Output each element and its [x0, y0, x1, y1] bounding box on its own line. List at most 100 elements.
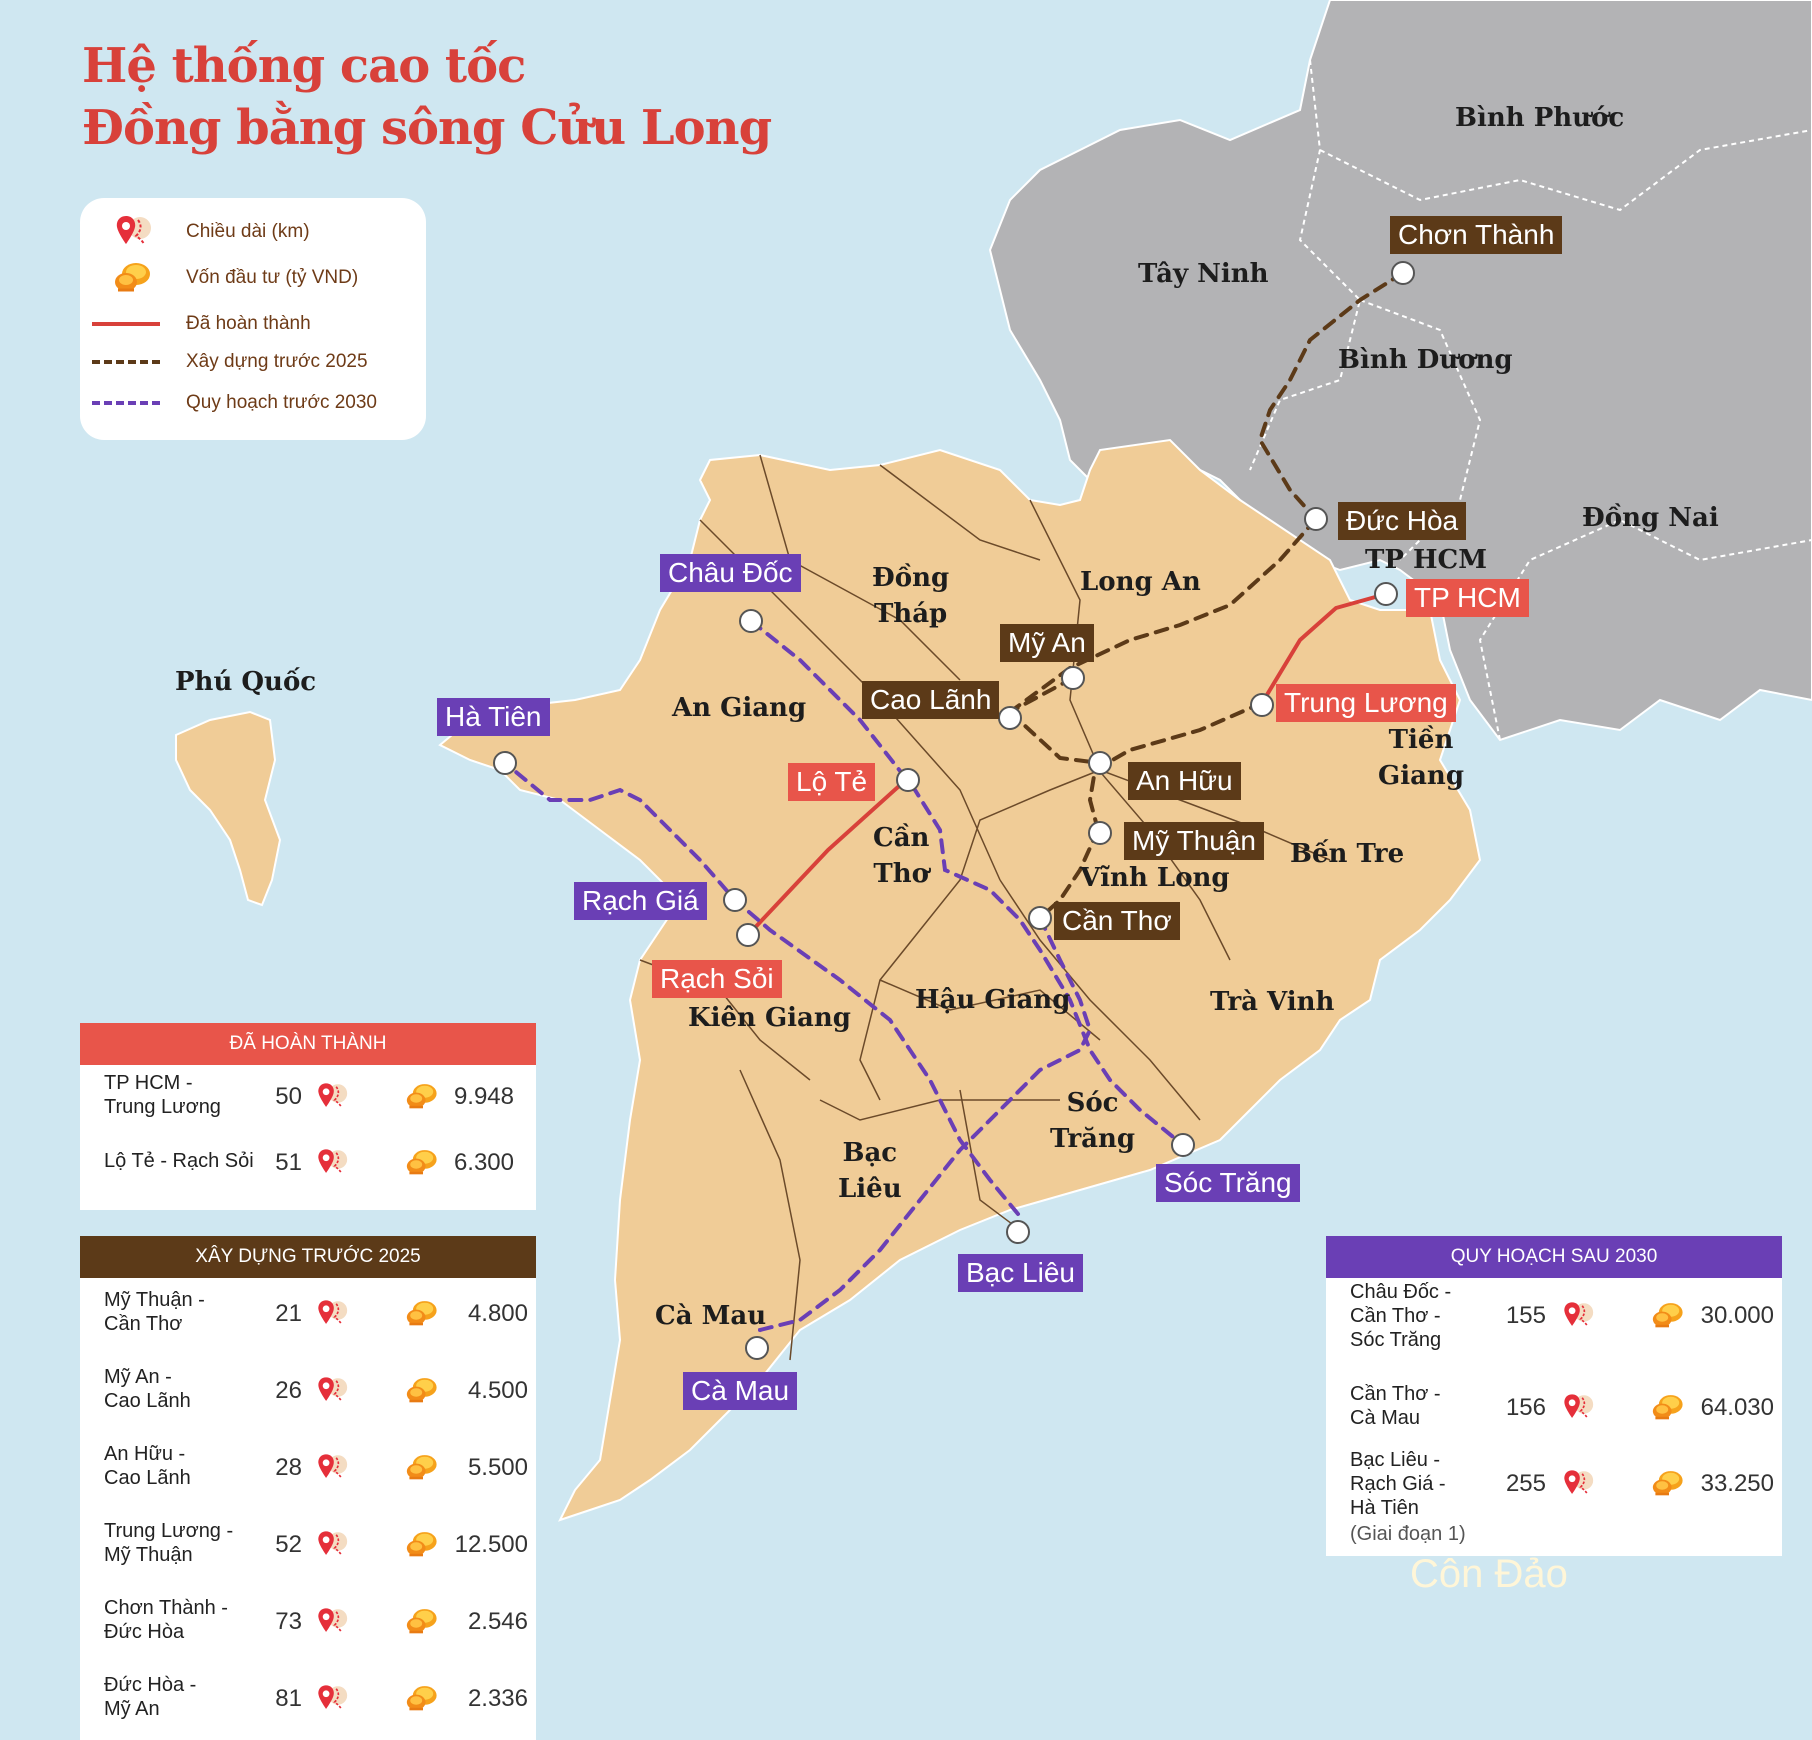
mekong-delta-land: [438, 438, 1482, 1522]
panel-construction: XÂY DỰNG TRƯỚC 2025 Mỹ Thuận - Cần Thơ 21…: [80, 1236, 536, 1740]
gold-coins-icon: [406, 1529, 440, 1559]
label-duc-hoa: Đức Hòa: [1338, 502, 1467, 540]
route-name: Mỹ An - Cao Lãnh: [104, 1366, 191, 1412]
marker-my-thuan: [1088, 821, 1112, 845]
marker-duc-hoa: [1304, 507, 1328, 531]
map-pin-route-icon: [316, 1452, 348, 1482]
map-pin-route-icon: [316, 1683, 348, 1713]
route-name: Chơn Thành - Đức Hòa: [104, 1597, 228, 1643]
investment-cost: 33.250: [1700, 1470, 1774, 1497]
province-phu-quoc: Phú Quốc: [175, 667, 317, 697]
map-pin-route-icon: [316, 1606, 348, 1636]
province-binh-duong: Bình Dương: [1338, 345, 1513, 375]
marker-chon-thanh: [1391, 261, 1415, 285]
legend-completed: Đã hoàn thành: [80, 306, 426, 340]
label-soc-trang: Sóc Trăng: [1156, 1164, 1300, 1202]
length-km: 21: [275, 1300, 302, 1327]
length-km: 81: [275, 1685, 302, 1712]
table-row: Mỹ An - Cao Lãnh 26 4.500: [80, 1365, 536, 1425]
label-my-thuan: Mỹ Thuận: [1124, 822, 1264, 860]
province-soc-trang: Sóc Trăng: [1050, 1088, 1136, 1154]
label-bac-lieu: Bạc Liêu: [958, 1254, 1083, 1292]
island-con-dao: Côn Đảo: [1410, 1552, 1568, 1596]
province-dong-thap: Đồng Tháp: [872, 563, 950, 629]
investment-cost: 6.300: [453, 1149, 514, 1176]
panel-planning-header: QUY HOẠCH SAU 2030: [1326, 1236, 1782, 1278]
label-trung-luong: Trung Lương: [1276, 684, 1456, 722]
map-pin-route-icon: [1562, 1300, 1594, 1330]
marker-an-huu: [1088, 751, 1112, 775]
investment-cost: 4.500: [467, 1377, 528, 1404]
map-pin-route-icon: [1562, 1468, 1594, 1498]
investment-cost: 2.546: [467, 1608, 528, 1635]
length-km: 52: [275, 1531, 302, 1558]
length-km: 26: [275, 1377, 302, 1404]
map-pin-route-icon: [316, 1529, 348, 1559]
marker-rach-gia: [723, 888, 747, 912]
investment-cost: 9.948: [453, 1083, 514, 1110]
city-markers: [493, 261, 1415, 1360]
table-row: Châu Đốc - Cần Thơ - Sóc Trăng 155 30.000: [1326, 1280, 1782, 1380]
label-rach-gia: Rạch Giá: [574, 882, 707, 920]
marker-lo-te: [896, 768, 920, 792]
route-name: TP HCM - Trung Lương: [104, 1072, 221, 1118]
legend-before2025-label: Xây dựng trước 2025: [186, 351, 368, 372]
table-row: Đức Hòa - Mỹ An 81 2.336: [80, 1673, 536, 1733]
investment-cost: 12.500: [454, 1531, 528, 1558]
length-km: 156: [1505, 1394, 1546, 1421]
marker-tp-hcm: [1374, 582, 1398, 606]
marker-chau-doc: [739, 609, 763, 633]
label-cao-lanh: Cao Lãnh: [862, 681, 1000, 719]
province-binh-phuoc: Bình Phước: [1455, 103, 1625, 133]
length-km: 255: [1505, 1470, 1546, 1497]
gold-coins-icon: [1652, 1468, 1686, 1498]
length-km: 50: [275, 1083, 302, 1110]
province-tay-ninh: Tây Ninh: [1138, 259, 1269, 289]
map-pin-route-icon: [316, 1147, 348, 1177]
province-ben-tre: Bến Tre: [1290, 839, 1405, 869]
route-name: Trung Lương - Mỹ Thuận: [104, 1520, 234, 1566]
gold-coins-icon: [406, 1683, 440, 1713]
marker-can-tho: [1028, 906, 1052, 930]
route-name: Cần Thơ - Cà Mau: [1350, 1383, 1441, 1429]
marker-ca-mau: [745, 1336, 769, 1360]
legend-length-label: Chiều dài (km): [186, 221, 310, 242]
province-vinh-long: Vĩnh Long: [1080, 863, 1230, 893]
label-an-huu: An Hữu: [1128, 762, 1241, 800]
gold-coins-icon: [406, 1452, 440, 1482]
route-trung-luong-my-thuan: [1087, 701, 1264, 832]
marker-bac-lieu: [1006, 1220, 1030, 1244]
legend-length: Chiều dài (km): [80, 214, 426, 248]
map-pin-route-icon: [316, 1298, 348, 1328]
legend-completed-label: Đã hoàn thành: [186, 313, 311, 334]
province-tra-vinh: Trà Vinh: [1210, 987, 1335, 1017]
route-chau-doc-can-tho-soc-trang: [749, 619, 1185, 1147]
route-chon-thanh-duc-hoa: [1257, 271, 1405, 521]
marker-trung-luong: [1250, 693, 1274, 717]
marker-cao-lanh: [998, 706, 1022, 730]
legend-before2025: Xây dựng trước 2025: [80, 344, 426, 378]
province-tp-hcm: TP HCM: [1365, 545, 1487, 575]
route-name: Bạc Liêu - Rạch Giá - Hà Tiên: [1350, 1449, 1446, 1519]
route-name: Châu Đốc - Cần Thơ - Sóc Trăng: [1350, 1281, 1452, 1351]
length-km: 51: [275, 1149, 302, 1176]
neighbor-borders: [1249, 59, 1812, 741]
marker-my-an: [1061, 666, 1085, 690]
investment-cost: 2.336: [467, 1685, 528, 1712]
gold-coins-icon: [406, 1606, 440, 1636]
province-long-an: Long An: [1080, 567, 1201, 597]
investment-cost: 30.000: [1700, 1302, 1774, 1329]
legend-before2030: Quy hoạch trước 2030: [80, 385, 426, 419]
label-lo-te: Lộ Tẻ: [788, 763, 876, 801]
table-row: Trung Lương - Mỹ Thuận 52 12.500: [80, 1519, 536, 1579]
route-name: An Hữu - Cao Lãnh: [104, 1443, 191, 1489]
gold-coins-icon: [406, 1147, 440, 1177]
phu-quoc-island: [175, 710, 282, 907]
length-km: 28: [275, 1454, 302, 1481]
panel-completed-header: ĐÃ HOÀN THÀNH: [80, 1023, 536, 1065]
map-pin-route-icon: [316, 1375, 348, 1405]
gold-coins-icon: [406, 1298, 440, 1328]
length-km: 73: [275, 1608, 302, 1635]
gold-coins-icon: [115, 263, 150, 292]
province-dong-nai: Đồng Nai: [1582, 503, 1719, 533]
